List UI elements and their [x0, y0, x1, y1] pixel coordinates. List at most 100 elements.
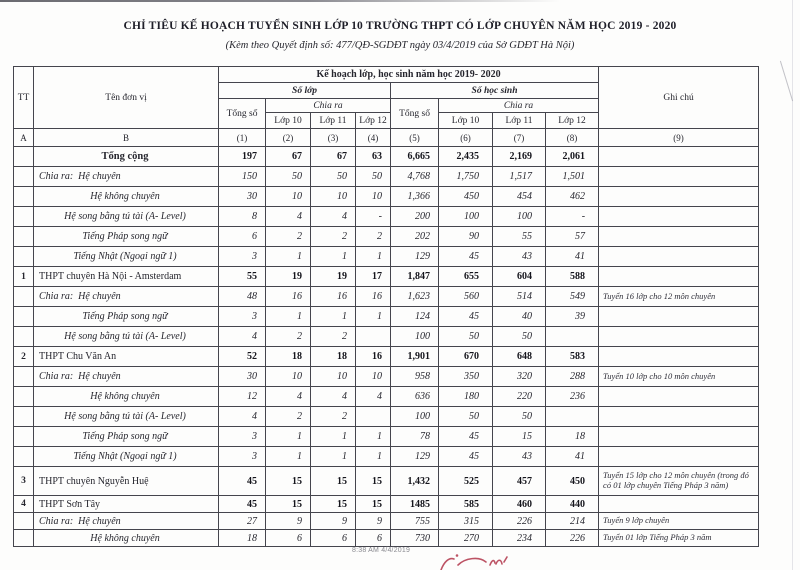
cell-unit-name: Hệ song bằng tú tài (A- Level): [33, 206, 219, 227]
cell-value: 3: [218, 246, 266, 267]
cell-value: 585: [438, 495, 493, 513]
cell-value: 6: [265, 529, 311, 547]
cell-tt: [13, 306, 34, 327]
cell-value: 4: [355, 386, 391, 407]
table-row: Hệ không chuyên 18 6 6 6 730 270 234 226 Tuyển 01…: [13, 529, 760, 547]
page-subtitle: (Kèm theo Quyết định số: 477/QĐ-SGDĐT ng…: [225, 40, 575, 51]
cell-unit-name: Hệ song bằng tú tài (A- Level): [33, 326, 219, 347]
col-header-plan: Kế hoạch lớp, học sinh năm học 2019- 202…: [217, 66, 600, 83]
column-index-row: A B (1) (2) (3) (4) (5) (6) (7) (8) (9): [13, 128, 760, 147]
cell-value: 2: [310, 326, 356, 347]
cell-value: 670: [438, 346, 493, 367]
cell-value: 124: [390, 306, 439, 327]
cell-note: [598, 246, 760, 267]
cell-value: 30: [218, 366, 266, 387]
cell-value: 16: [355, 286, 391, 307]
cell-tt: [13, 366, 34, 387]
page-edge-line: [792, 0, 793, 570]
cell-tt: 1: [13, 266, 34, 287]
table-row: Tiếng Nhật (Ngoại ngữ 1) 3 1 1 1 129 45 43 41: [13, 446, 760, 467]
print-timestamp: 8:38 AM 4/4/2019: [352, 547, 411, 554]
cell-note: Tuyển 01 lớp Tiếng Pháp 3 năm: [598, 529, 760, 547]
cell-value: 150: [218, 166, 266, 187]
cell-value: 1: [355, 426, 391, 447]
cell-value: 2: [310, 226, 356, 247]
cell-value: 4: [265, 206, 311, 227]
cell-value: 1: [265, 446, 311, 467]
cell-value: 454: [492, 186, 546, 207]
cell-value: 50: [355, 166, 391, 187]
cell-tt: [13, 406, 34, 427]
cell-value: 1: [355, 446, 391, 467]
cell-value: 525: [438, 466, 493, 496]
cell-value: -: [544, 206, 600, 227]
cell-value: 457: [492, 466, 546, 496]
table-row: 4 THPT Sơn Tây 45 15 15 15 1485 585 460 440: [13, 495, 760, 513]
cell-note: [598, 386, 760, 407]
cell-value: 236: [544, 386, 600, 407]
cell-value: 8: [218, 206, 266, 227]
cell-value: 4: [218, 406, 266, 427]
cell-unit-name: Chia ra: Hệ chuyên: [33, 366, 219, 387]
cell-tt: [13, 326, 34, 347]
cell-value: 180: [438, 386, 493, 407]
cell-tt: [13, 286, 34, 307]
cell-value: 40: [492, 306, 546, 327]
cell-value: 6,665: [390, 146, 439, 167]
cell-tt: [13, 186, 34, 207]
cell-value: [355, 326, 391, 347]
cell-value: 655: [438, 266, 493, 287]
cell-unit-name: Hệ không chuyên: [33, 386, 219, 407]
cell-value: 2: [355, 226, 391, 247]
cell-value: 1: [265, 426, 311, 447]
cell-value: 30: [218, 186, 266, 207]
cell-value: 67: [265, 146, 311, 167]
cell-value: 10: [265, 366, 311, 387]
cell-value: 129: [390, 246, 439, 267]
cell-value: 462: [544, 186, 600, 207]
cell-value: 129: [390, 446, 439, 467]
cell-value: 18: [310, 346, 356, 367]
cell-value: 4: [310, 386, 356, 407]
cell-value: 958: [390, 366, 439, 387]
cell-value: 2: [265, 226, 311, 247]
cell-value: 50: [492, 406, 546, 427]
cell-value: 41: [544, 446, 600, 467]
cell-value: 48: [218, 286, 266, 307]
cell-value: 19: [310, 266, 356, 287]
cell-value: 214: [544, 512, 600, 530]
cell-value: [544, 406, 600, 427]
cell-value: 67: [310, 146, 356, 167]
cell-value: 45: [438, 426, 493, 447]
cell-note: [598, 306, 760, 327]
cell-value: 1,901: [390, 346, 439, 367]
cell-value: 648: [492, 346, 546, 367]
cell-value: 234: [492, 529, 546, 547]
cell-tt: 4: [13, 495, 34, 513]
cell-value: 6: [355, 529, 391, 547]
col-header-unit: Tên đơn vị: [33, 66, 219, 129]
cell-value: 50: [438, 326, 493, 347]
cell-value: 6: [218, 226, 266, 247]
cell-note: [598, 186, 760, 207]
col-header-classes: Số lớp: [218, 82, 391, 99]
cell-unit-name: THPT Chu Văn An: [33, 346, 219, 367]
cell-value: -: [355, 206, 391, 227]
cell-value: 197: [218, 146, 266, 167]
cell-note: Tuyển 9 lớp chuyên: [598, 512, 760, 530]
cell-value: 10: [355, 186, 391, 207]
cell-value: 588: [544, 266, 600, 287]
cell-value: 45: [218, 466, 266, 496]
col-header-total-classes: Tổng số: [218, 98, 266, 129]
cell-value: 755: [390, 512, 439, 530]
cell-unit-name: Tiếng Nhật (Ngoại ngữ 1): [33, 246, 219, 267]
cell-value: 18: [218, 529, 266, 547]
table-body: Tổng cộng 197 67 67 63 6,665 2,435 2,169 2,061 Ch…: [13, 146, 760, 547]
red-signature-stamp: [440, 554, 508, 570]
cell-value: 16: [310, 286, 356, 307]
table-row: Tiếng Pháp song ngữ 3 1 1 1 78 45 15 18: [13, 426, 760, 447]
cell-value: 15: [310, 466, 356, 496]
cell-value: 52: [218, 346, 266, 367]
cell-value: 57: [544, 226, 600, 247]
table-row: Tiếng Nhật (Ngoại ngữ 1) 3 1 1 1 129 45 43 41: [13, 246, 760, 267]
